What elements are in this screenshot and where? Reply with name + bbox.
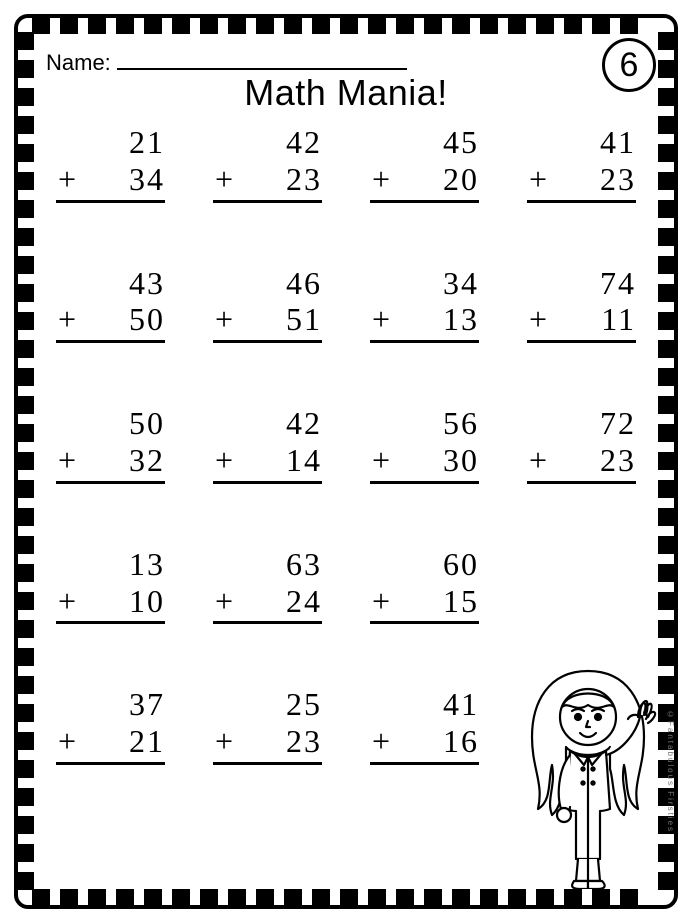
- operator: +: [213, 723, 235, 760]
- addend-bottom: + 30: [370, 442, 479, 484]
- addend-bottom: + 51: [213, 301, 322, 343]
- operator: +: [370, 442, 392, 479]
- name-label: Name:: [46, 50, 111, 76]
- operator: +: [56, 161, 78, 198]
- math-problem: 74+ 11: [519, 265, 644, 344]
- addend-top: 13: [129, 546, 165, 583]
- operator: +: [213, 583, 235, 620]
- operator: +: [370, 301, 392, 338]
- name-input-line[interactable]: [117, 48, 407, 70]
- addend-bottom: + 14: [213, 442, 322, 484]
- math-problem: 42+ 23: [205, 124, 330, 203]
- character-illustration: [518, 659, 658, 889]
- math-problem: 60+ 15: [362, 546, 487, 625]
- addend-bottom: + 50: [56, 301, 165, 343]
- addend-top: 34: [443, 265, 479, 302]
- addend-top: 50: [129, 405, 165, 442]
- math-problem: 63+ 24: [205, 546, 330, 625]
- addend-bottom: + 34: [56, 161, 165, 203]
- operator: +: [527, 442, 549, 479]
- addend-bottom: + 23: [527, 442, 636, 484]
- operator: +: [56, 442, 78, 479]
- attribution-text: ©Fantabulous Firsties: [666, 710, 675, 833]
- addend-bottom: + 16: [370, 723, 479, 765]
- addend-top: 41: [600, 124, 636, 161]
- math-problem: 25+ 23: [205, 686, 330, 765]
- math-problem: 41+ 23: [519, 124, 644, 203]
- addend-bottom: + 11: [527, 301, 636, 343]
- addend-top: 42: [286, 405, 322, 442]
- math-problem: 34+ 13: [362, 265, 487, 344]
- math-problem: 37+ 21: [48, 686, 173, 765]
- operator: +: [370, 161, 392, 198]
- operator: +: [370, 583, 392, 620]
- addend-top: 21: [129, 124, 165, 161]
- addend-top: 60: [443, 546, 479, 583]
- addend-top: 74: [600, 265, 636, 302]
- addend-bottom: + 23: [213, 161, 322, 203]
- addend-top: 45: [443, 124, 479, 161]
- operator: +: [527, 161, 549, 198]
- math-problem: 46+ 51: [205, 265, 330, 344]
- addend-top: 37: [129, 686, 165, 723]
- addend-top: 41: [443, 686, 479, 723]
- addend-bottom: + 23: [213, 723, 322, 765]
- operator: +: [213, 442, 235, 479]
- addend-top: 42: [286, 124, 322, 161]
- addend-top: 25: [286, 686, 322, 723]
- math-problem: 13+ 10: [48, 546, 173, 625]
- math-problem: 56+ 30: [362, 405, 487, 484]
- addend-bottom: + 13: [370, 301, 479, 343]
- addend-bottom: + 21: [56, 723, 165, 765]
- operator: +: [56, 583, 78, 620]
- math-problem: 42+ 14: [205, 405, 330, 484]
- operator: +: [56, 301, 78, 338]
- math-problem: 45+ 20: [362, 124, 487, 203]
- addend-bottom: + 10: [56, 583, 165, 625]
- addend-top: 72: [600, 405, 636, 442]
- math-problem: 72+ 23: [519, 405, 644, 484]
- addend-bottom: + 23: [527, 161, 636, 203]
- addend-bottom: + 15: [370, 583, 479, 625]
- worksheet-title: Math Mania!: [42, 72, 650, 114]
- operator: +: [527, 301, 549, 338]
- math-problem: 41+ 16: [362, 686, 487, 765]
- addend-top: 63: [286, 546, 322, 583]
- addend-top: 56: [443, 405, 479, 442]
- math-problem: 50+ 32: [48, 405, 173, 484]
- operator: +: [56, 723, 78, 760]
- addend-top: 43: [129, 265, 165, 302]
- addend-bottom: + 24: [213, 583, 322, 625]
- operator: +: [370, 723, 392, 760]
- addend-top: 46: [286, 265, 322, 302]
- math-problem: 43+ 50: [48, 265, 173, 344]
- addend-bottom: + 32: [56, 442, 165, 484]
- operator: +: [213, 301, 235, 338]
- operator: +: [213, 161, 235, 198]
- addend-bottom: + 20: [370, 161, 479, 203]
- math-problem: 21+ 34: [48, 124, 173, 203]
